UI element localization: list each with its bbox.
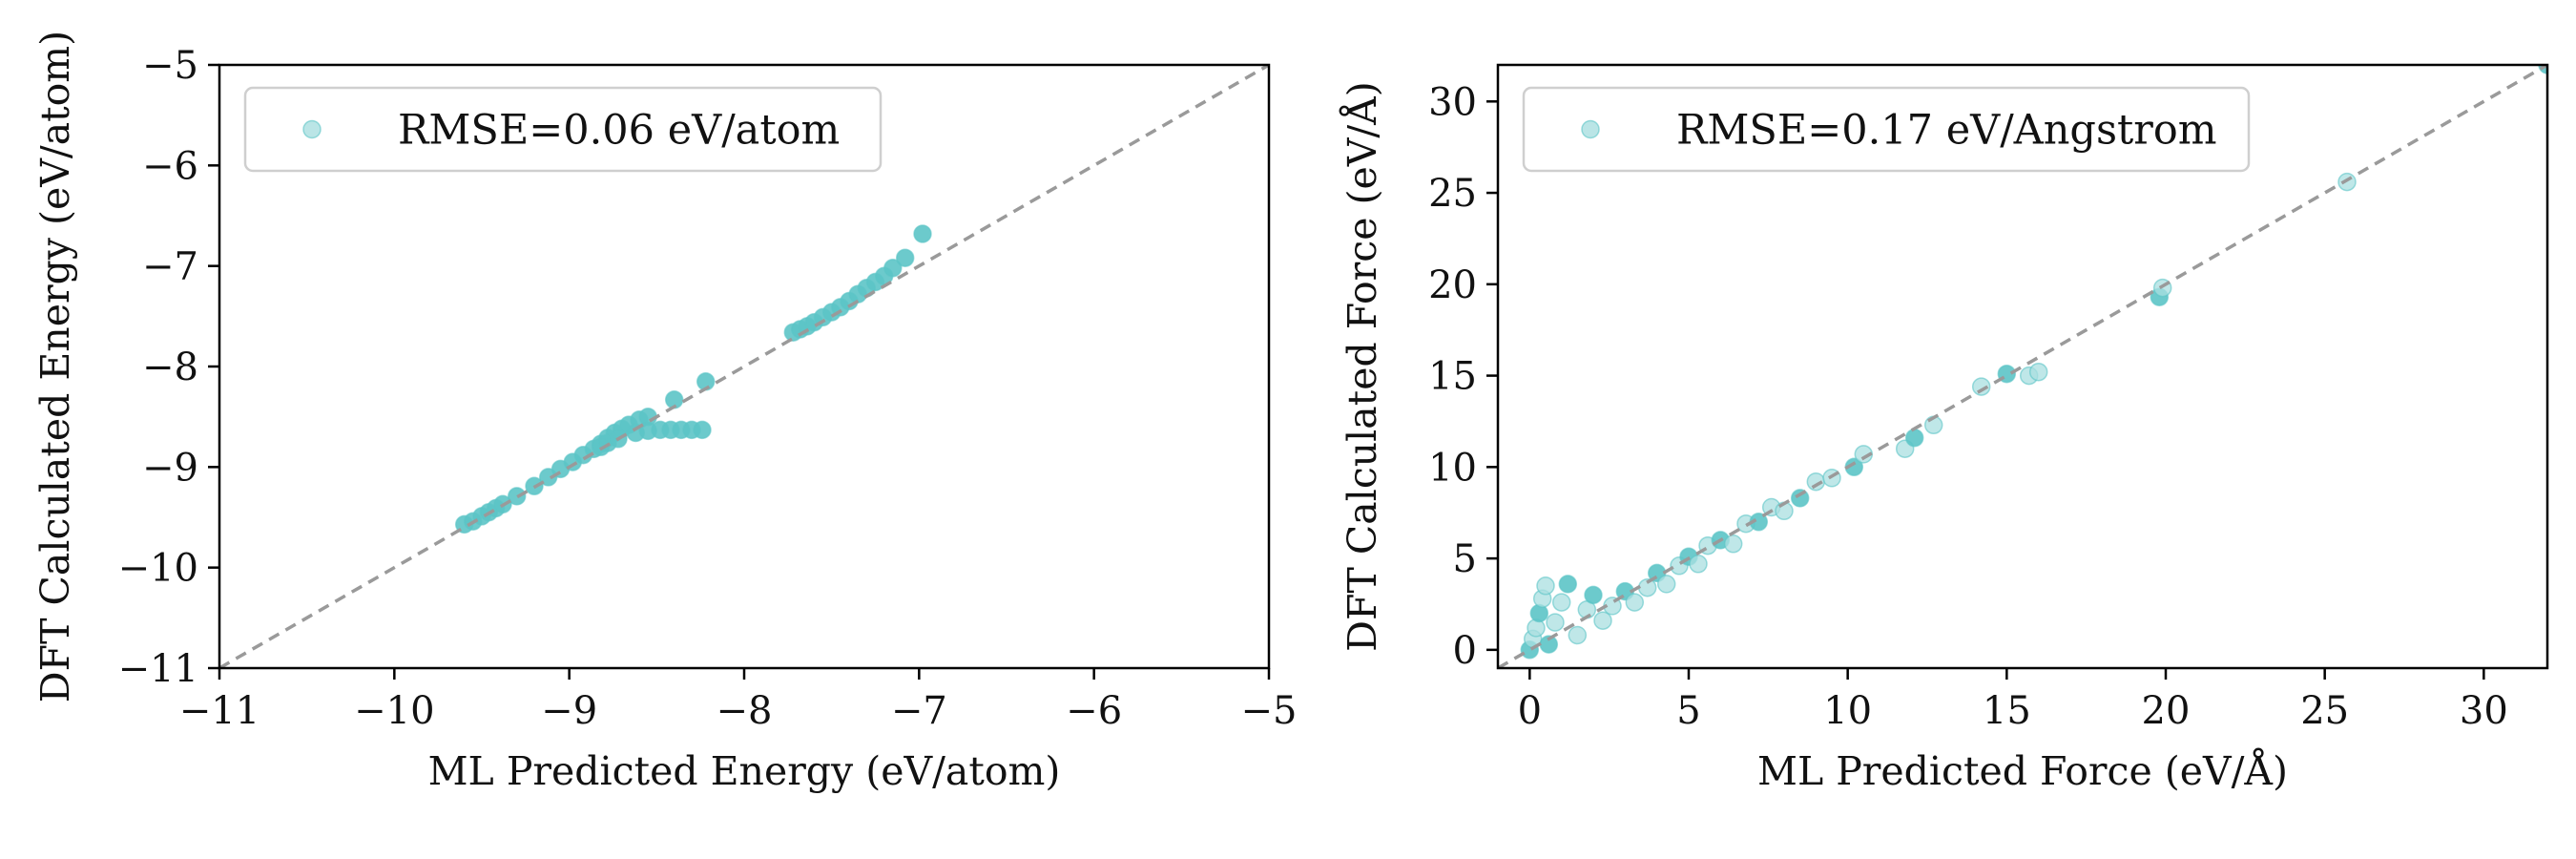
plot-area: [1498, 65, 2547, 668]
legend-marker: [1581, 119, 1600, 139]
legend-label: RMSE=0.06 eV/atom: [398, 107, 840, 155]
x-tick-label: −7: [891, 689, 947, 733]
data-point: [1584, 585, 1603, 605]
identity-line: [219, 65, 1269, 668]
legend-marker: [302, 119, 322, 139]
x-tick-label: 20: [2142, 689, 2191, 733]
data-point: [1625, 593, 1645, 612]
y-tick-label: 10: [1428, 446, 1477, 490]
data-point: [2028, 362, 2048, 382]
identity-line: [1498, 65, 2547, 668]
plot-area: [219, 65, 1269, 668]
legend-box: [243, 86, 883, 173]
data-point: [1656, 575, 1676, 594]
y-tick-label: 30: [1428, 80, 1477, 124]
y-tick-label: −8: [142, 346, 198, 389]
data-point: [1546, 613, 1565, 632]
x-tick-label: −5: [1241, 689, 1298, 733]
x-tick-label: 0: [1518, 689, 1542, 733]
x-tick-label: −10: [354, 689, 434, 733]
energy-parity-plot: −11 −10 −9 −8 −7 −6 −5 −11 −10 −9 −8 −7 −6 −5 ML Predi…: [32, 31, 1297, 794]
data-point: [1689, 555, 1708, 574]
x-tick-label: −9: [541, 689, 597, 733]
data-point: [1551, 593, 1571, 612]
x-tick-label: 15: [1983, 689, 2031, 733]
data-point: [895, 248, 915, 267]
legend: RMSE=0.06 eV/atom: [243, 86, 883, 173]
data-point: [883, 259, 903, 278]
y-tick-label: 25: [1428, 172, 1477, 216]
data-point: [1568, 625, 1588, 645]
y-tick-label: −5: [142, 44, 198, 88]
x-tick-label: 25: [2300, 689, 2349, 733]
data-point: [1593, 611, 1612, 630]
data-point: [1558, 575, 1578, 594]
data-point: [1904, 428, 1924, 448]
y-tick-label: 5: [1453, 537, 1477, 581]
data-point: [1723, 534, 1743, 554]
x-tick-label: 30: [2460, 689, 2508, 733]
y-tick-label: −6: [142, 144, 198, 188]
y-tick-label: −11: [118, 647, 198, 691]
y-tick-label: 0: [1453, 629, 1477, 673]
x-tick-label: −8: [717, 689, 773, 733]
data-point: [507, 487, 527, 506]
x-tick-label: −11: [179, 689, 260, 733]
y-tick-label: −9: [142, 446, 198, 490]
y-axis-label: DFT Calculated Force (eV/Å): [1339, 81, 1385, 652]
y-tick-label: 15: [1428, 355, 1477, 399]
data-point: [913, 224, 932, 243]
legend: RMSE=0.17 eV/Angstrom: [1522, 86, 2251, 173]
x-axis-label: ML Predicted Force (eV/Å): [1757, 747, 2288, 794]
force-parity-plot: 0 5 10 15 20 25 30 0 5 10 15 20 25 30 ML Predicted For…: [1339, 63, 2549, 794]
data-point: [693, 420, 712, 440]
y-axis-label: DFT Calculated Energy (eV/atom): [32, 31, 78, 702]
y-tick-label: 20: [1428, 263, 1477, 307]
y-tick-label: −10: [118, 547, 198, 591]
axes-frame: [1496, 63, 2549, 670]
y-tick-label: −7: [142, 245, 198, 289]
x-tick-label: −6: [1066, 689, 1122, 733]
x-tick-label: 5: [1676, 689, 1700, 733]
x-axis-label: ML Predicted Energy (eV/atom): [428, 748, 1061, 794]
legend-label: RMSE=0.17 eV/Angstrom: [1676, 107, 2217, 155]
data-point: [1536, 576, 1555, 596]
x-tick-label: 10: [1823, 689, 1872, 733]
legend-box: [1522, 86, 2251, 173]
